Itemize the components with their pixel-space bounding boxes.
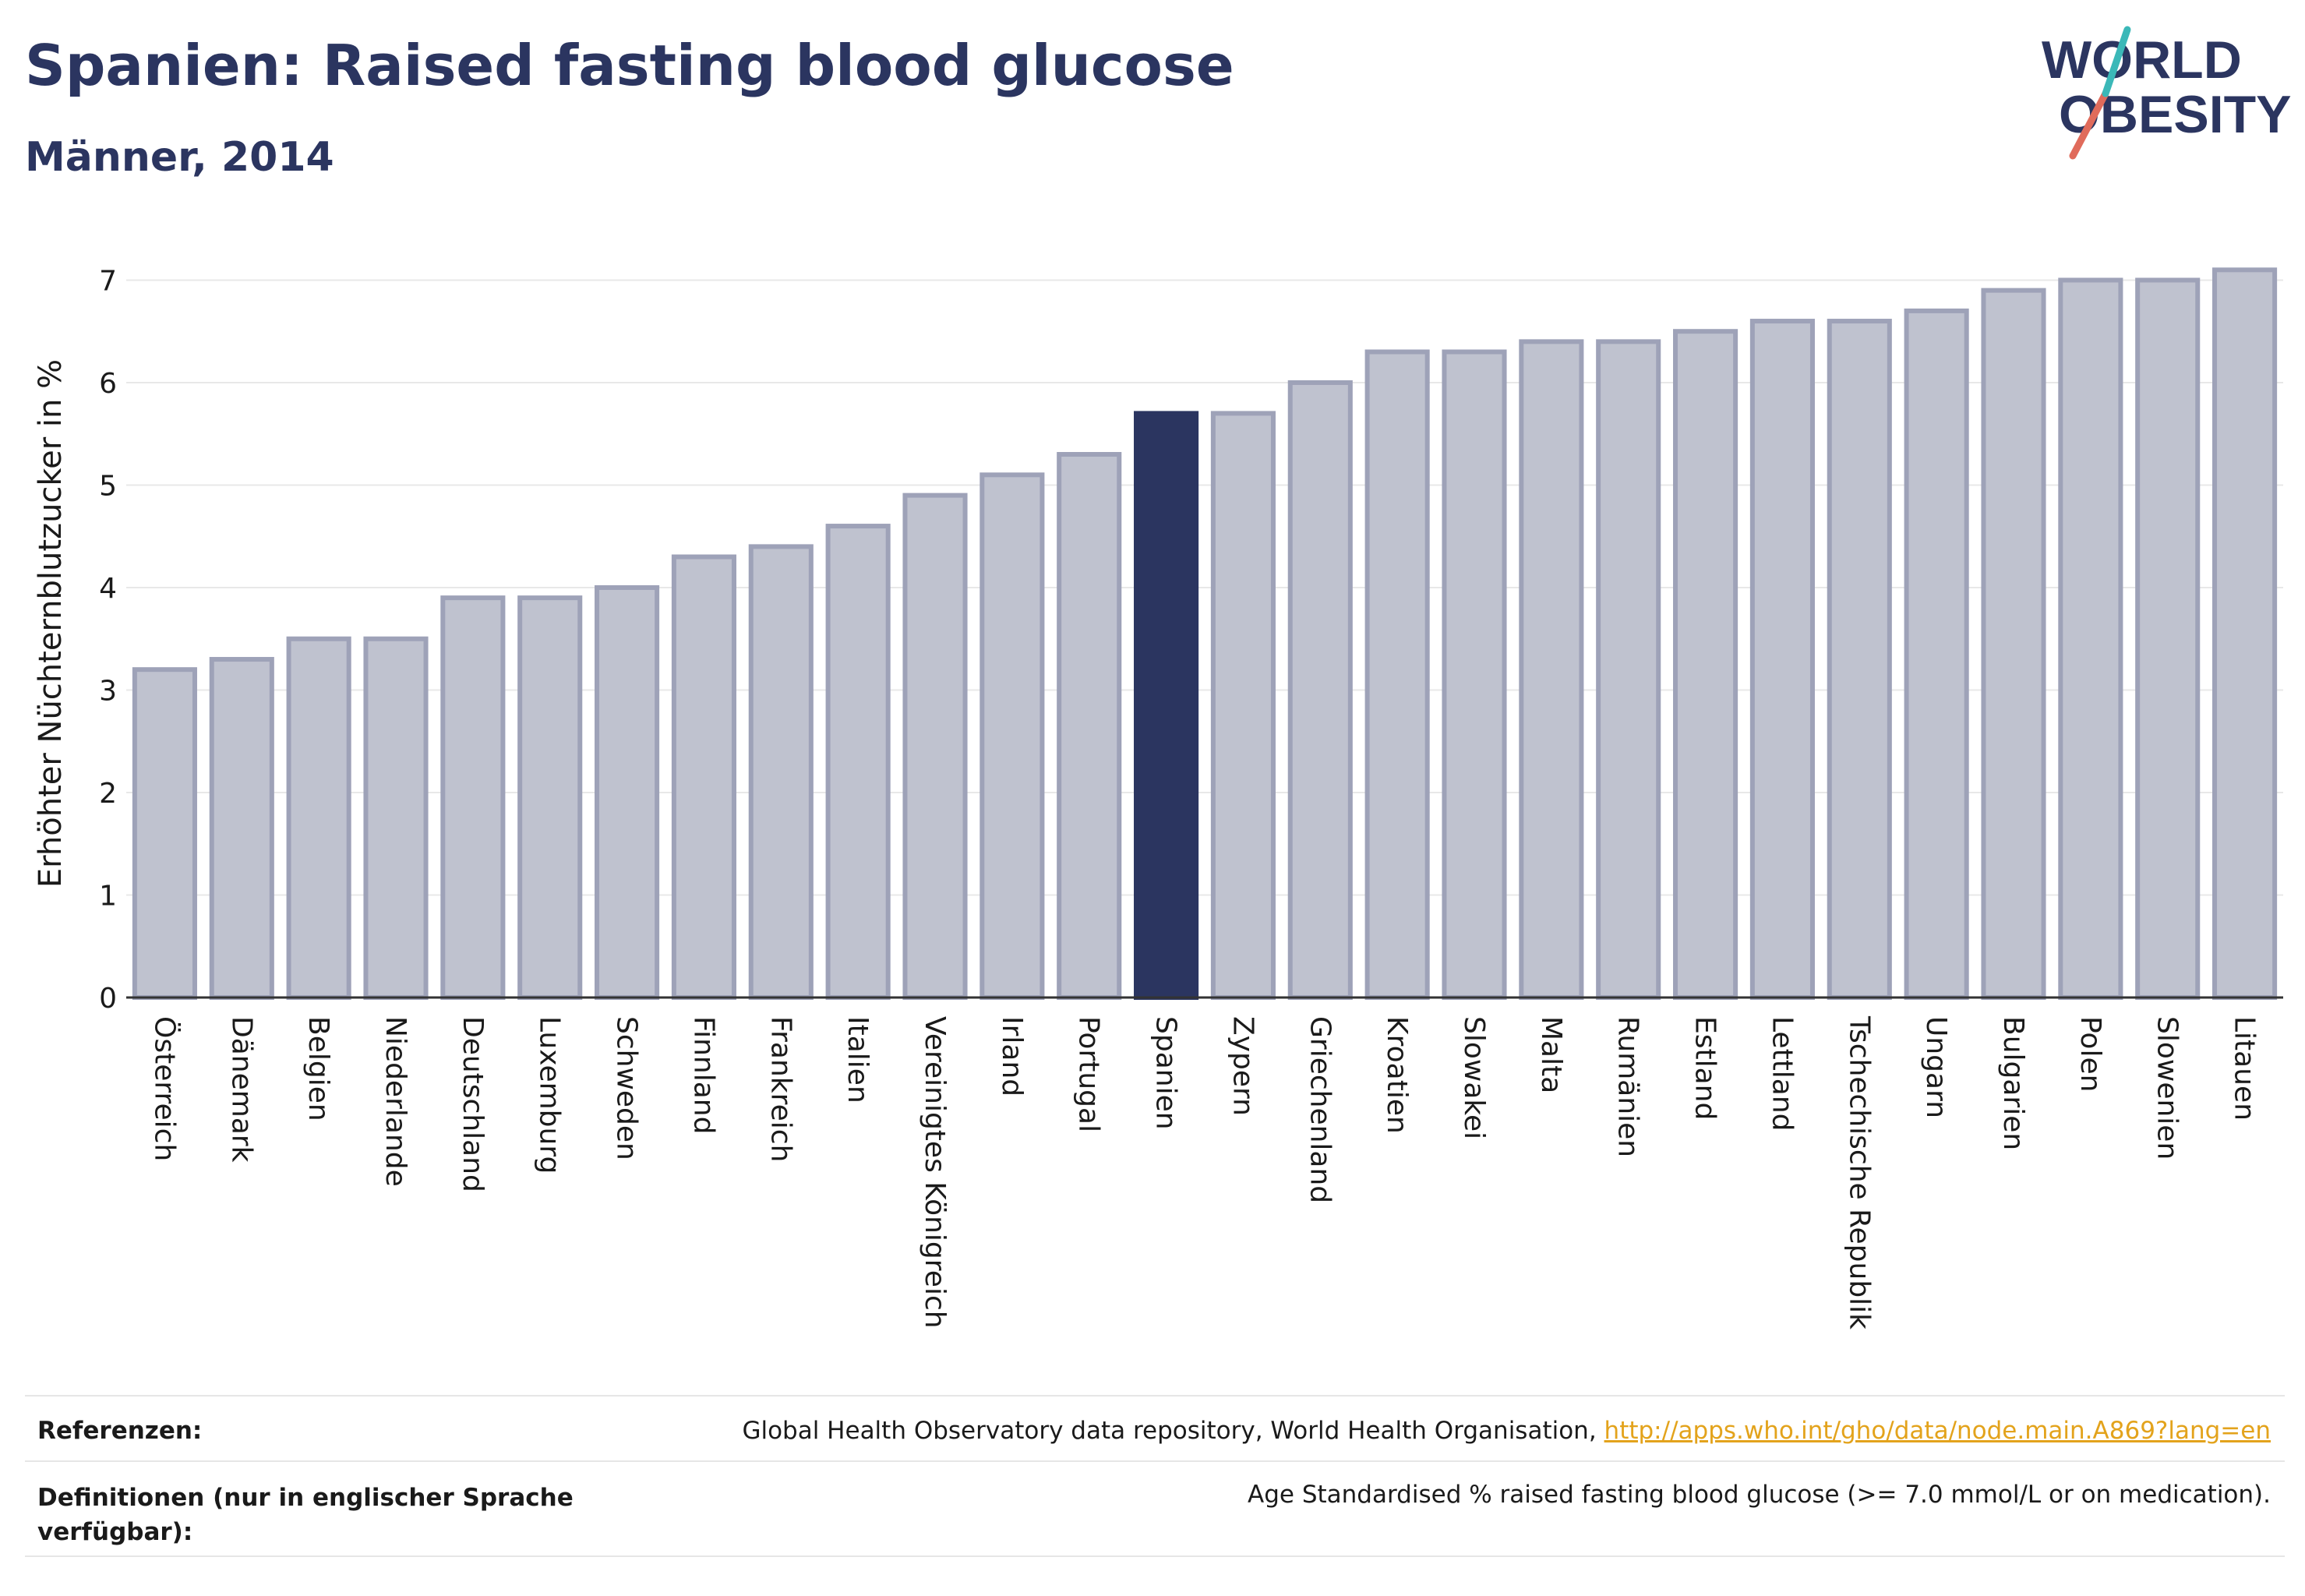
- x-tick-label: Rumänien: [1612, 1016, 1644, 1157]
- bar-finnland: [671, 554, 736, 1000]
- x-tick-label: Litauen: [2229, 1016, 2261, 1121]
- bar-tschechische-republik: [1827, 319, 1892, 1000]
- footer-divider-top: [25, 1395, 2285, 1396]
- bar-ungarn: [1904, 308, 1969, 1000]
- x-tick-label: Ungarn: [1920, 1016, 1952, 1118]
- definitions-text: Age Standardised % raised fasting blood …: [1248, 1481, 2271, 1509]
- references-link[interactable]: http://apps.who.int/gho/data/node.main.A…: [1604, 1417, 2271, 1445]
- x-tick-label: Tschechische Republik: [1843, 1015, 1875, 1329]
- x-tick-label: Belgien: [302, 1016, 334, 1121]
- bar-lettland: [1749, 319, 1815, 1000]
- bar-schweden: [595, 584, 660, 1000]
- x-tick-label: Slowenien: [2151, 1016, 2183, 1160]
- bar-deutschland: [440, 595, 506, 1000]
- bar-slowenien: [2135, 277, 2201, 1001]
- x-tick-label: Irland: [996, 1016, 1028, 1096]
- x-tick-label: Estland: [1689, 1016, 1721, 1120]
- bar-frankreich: [748, 544, 814, 1000]
- footer-divider-middle: [25, 1460, 2285, 1462]
- bar-spanien: [1134, 411, 1199, 1000]
- references-text: Global Health Observatory data repositor…: [742, 1417, 2271, 1445]
- bar-slowakei: [1442, 349, 1507, 1000]
- bar-vereinigtes-königreich: [902, 493, 968, 1000]
- bar-malta: [1519, 339, 1584, 1001]
- bar-griechenland: [1287, 380, 1353, 1000]
- chart-subtitle: Männer, 2014: [25, 134, 334, 181]
- bar-chart: 0 1 2 3 4 5 6 7 Erhöhter Nüchternblutzucker in %…: [33, 265, 2283, 1329]
- footer-divider-bottom: [25, 1555, 2285, 1557]
- bar-portugal: [1057, 452, 1122, 1000]
- x-tick-label: Griechenland: [1304, 1016, 1336, 1203]
- x-tick-label: Zypern: [1227, 1016, 1258, 1116]
- x-tick-label: Spanien: [1150, 1016, 1182, 1130]
- references-source: Global Health Observatory data repositor…: [742, 1417, 1597, 1445]
- x-tick-label: Slowakei: [1458, 1016, 1490, 1139]
- bar-belgien: [286, 636, 351, 1000]
- y-tick-label: 0: [99, 983, 117, 1015]
- bar-irland: [980, 472, 1045, 1000]
- x-tick-label: Dänemark: [225, 1016, 257, 1163]
- y-tick-label: 2: [99, 778, 117, 810]
- bar-niederlande: [363, 636, 429, 1000]
- x-tick-label: Schweden: [611, 1016, 643, 1160]
- y-axis-label: Erhöhter Nüchternblutzucker in %: [33, 359, 69, 888]
- x-tick-label: Malta: [1535, 1016, 1567, 1093]
- y-tick-label: 5: [99, 470, 117, 502]
- bar-bulgarien: [1981, 288, 2046, 1001]
- x-tick-label: Deutschland: [457, 1016, 489, 1192]
- x-tick-label: Luxemburg: [534, 1016, 566, 1174]
- bar-litauen: [2212, 267, 2278, 1000]
- x-tick-label: Polen: [2074, 1016, 2106, 1092]
- y-tick-label: 1: [99, 880, 117, 912]
- bar-dänemark: [209, 657, 274, 1000]
- y-tick-label: 4: [99, 573, 117, 605]
- x-tick-label: Niederlande: [379, 1016, 411, 1187]
- logo-line1: WORLD: [2042, 30, 2242, 90]
- bar-polen: [2058, 277, 2123, 1001]
- x-tick-label: Italien: [842, 1016, 874, 1103]
- chart-title: Spanien: Raised fasting blood glucose: [25, 33, 1234, 98]
- bar-italien: [825, 524, 891, 1000]
- definitions-label: Definitionen (nur in englischer Sprache …: [37, 1484, 574, 1546]
- bar-rumänien: [1596, 339, 1661, 1001]
- x-tick-label: Portugal: [1073, 1016, 1105, 1132]
- x-tick-label: Finnland: [687, 1016, 719, 1134]
- x-tick-label: Österreich: [148, 1016, 181, 1161]
- x-tick-label: Bulgarien: [1997, 1016, 2029, 1150]
- world-obesity-logo: WORLD OBESITY: [2042, 26, 2291, 160]
- bar-kroatien: [1364, 349, 1430, 1000]
- bar-luxemburg: [517, 595, 583, 1000]
- y-tick-label: 6: [99, 368, 117, 400]
- x-tick-label: Frankreich: [764, 1016, 796, 1162]
- y-tick-label: 3: [99, 675, 117, 707]
- bar-estland: [1673, 329, 1738, 1000]
- x-tick-label: Vereinigtes Königreich: [919, 1016, 951, 1329]
- references-label: Referenzen:: [37, 1417, 203, 1445]
- x-tick-label: Kroatien: [1381, 1016, 1413, 1134]
- x-tick-label: Lettland: [1766, 1016, 1798, 1132]
- bar-zypern: [1210, 411, 1276, 1000]
- bar-österreich: [132, 667, 197, 1001]
- y-tick-label: 7: [99, 265, 117, 297]
